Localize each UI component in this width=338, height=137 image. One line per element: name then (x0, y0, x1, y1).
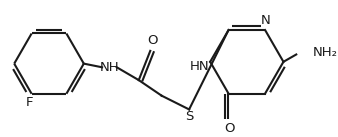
Text: N: N (261, 14, 271, 27)
Text: HN: HN (189, 60, 209, 73)
Text: O: O (224, 122, 235, 135)
Text: O: O (147, 34, 158, 47)
Text: NH₂: NH₂ (313, 46, 338, 59)
Text: S: S (185, 110, 193, 123)
Text: NH: NH (100, 61, 119, 74)
Text: F: F (26, 96, 33, 109)
